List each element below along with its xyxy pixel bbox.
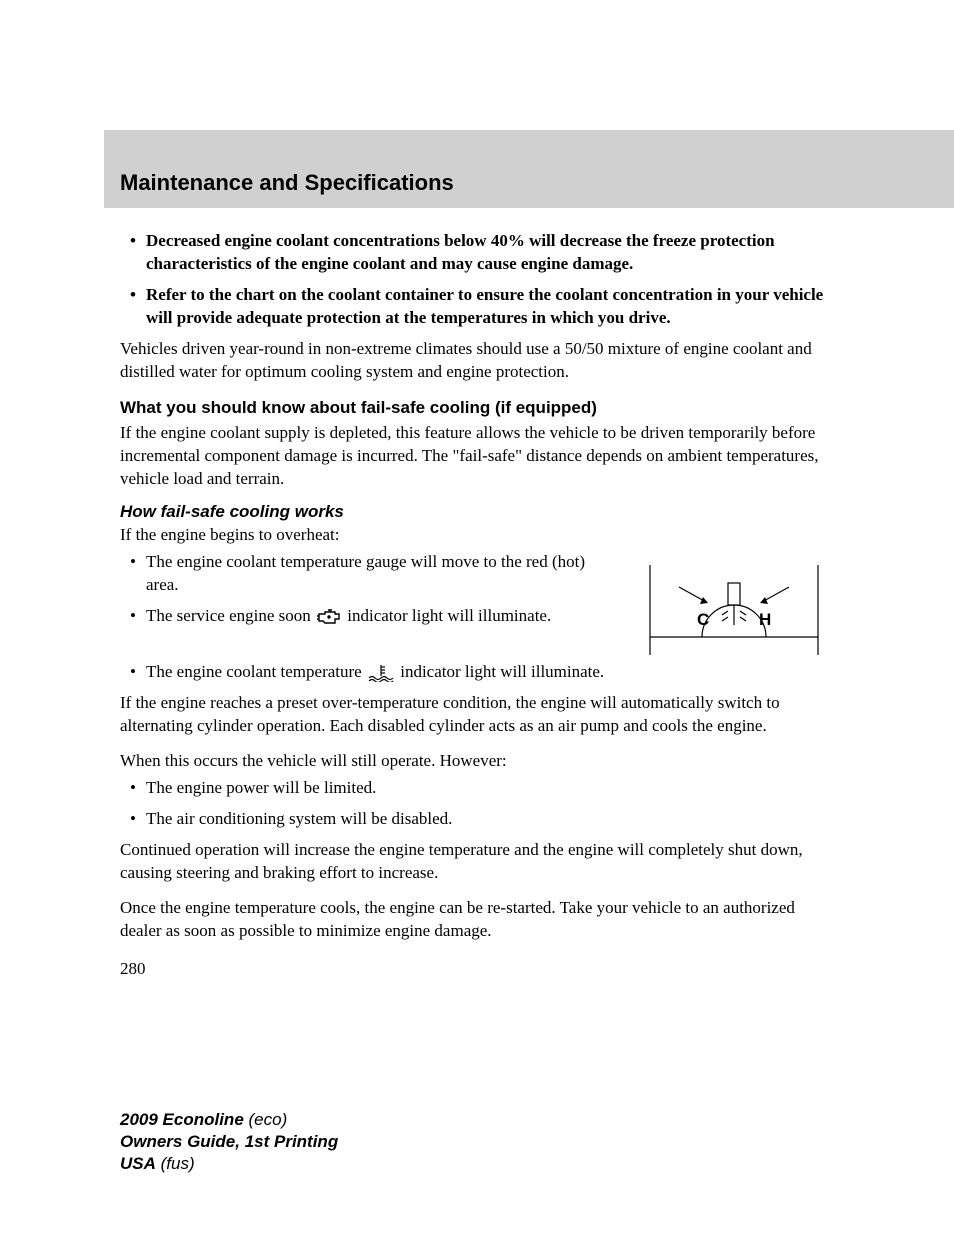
overheat-section: The engine coolant temperature gauge wil… <box>120 551 834 665</box>
list-item: The service engine soon indicator light … <box>120 605 614 628</box>
footer-region: USA <box>120 1154 156 1173</box>
overheat-bullets: The engine coolant temperature gauge wil… <box>120 551 614 628</box>
gauge-label-hot: H <box>759 610 771 629</box>
footer-block: 2009 Econoline (eco) Owners Guide, 1st P… <box>120 1109 338 1175</box>
coolant-temperature-icon <box>366 664 396 682</box>
footer-line-3: USA (fus) <box>120 1153 338 1175</box>
footer-region-code: (fus) <box>156 1154 195 1173</box>
footer-line-1: 2009 Econoline (eco) <box>120 1109 338 1131</box>
text-fragment: The service engine soon <box>146 606 315 625</box>
list-item: The engine coolant temperature indicator… <box>120 661 834 684</box>
body-paragraph: Vehicles driven year-round in non-extrem… <box>120 338 834 384</box>
body-paragraph: Once the engine temperature cools, the e… <box>120 897 834 943</box>
body-paragraph: If the engine begins to overheat: <box>120 524 834 547</box>
overheat-bullets-continued: The engine coolant temperature indicator… <box>120 661 834 684</box>
footer-model: 2009 Econoline <box>120 1110 244 1129</box>
text-fragment: indicator light will illuminate. <box>347 606 551 625</box>
section-header: Maintenance and Specifications <box>104 130 954 208</box>
list-item: The engine power will be limited. <box>120 777 834 800</box>
service-engine-soon-icon <box>315 608 343 626</box>
text-fragment: The engine coolant temperature <box>146 662 366 681</box>
subheading-how-works: How fail-safe cooling works <box>120 502 834 522</box>
page-number: 280 <box>120 959 834 979</box>
footer-line-2: Owners Guide, 1st Printing <box>120 1131 338 1153</box>
body-paragraph: If the engine coolant supply is depleted… <box>120 422 834 491</box>
footer-code: (eco) <box>244 1110 287 1129</box>
overheat-text-column: The engine coolant temperature gauge wil… <box>120 551 614 636</box>
body-paragraph: If the engine reaches a preset over-temp… <box>120 692 834 738</box>
list-item: Refer to the chart on the coolant contai… <box>120 284 834 330</box>
list-item: Decreased engine coolant concentrations … <box>120 230 834 276</box>
body-paragraph: When this occurs the vehicle will still … <box>120 750 834 773</box>
text-fragment: indicator light will illuminate. <box>400 662 604 681</box>
section-title: Maintenance and Specifications <box>120 170 834 196</box>
limitation-bullets: The engine power will be limited. The ai… <box>120 777 834 831</box>
gauge-label-cold: C <box>697 610 709 629</box>
temperature-gauge-diagram: C H <box>634 555 834 665</box>
body-paragraph: Continued operation will increase the en… <box>120 839 834 885</box>
page-content: Maintenance and Specifications Decreased… <box>0 0 954 979</box>
subheading-failsafe: What you should know about fail-safe coo… <box>120 398 834 418</box>
list-item: The air conditioning system will be disa… <box>120 808 834 831</box>
coolant-warnings-list: Decreased engine coolant concentrations … <box>120 230 834 330</box>
list-item: The engine coolant temperature gauge wil… <box>120 551 614 597</box>
